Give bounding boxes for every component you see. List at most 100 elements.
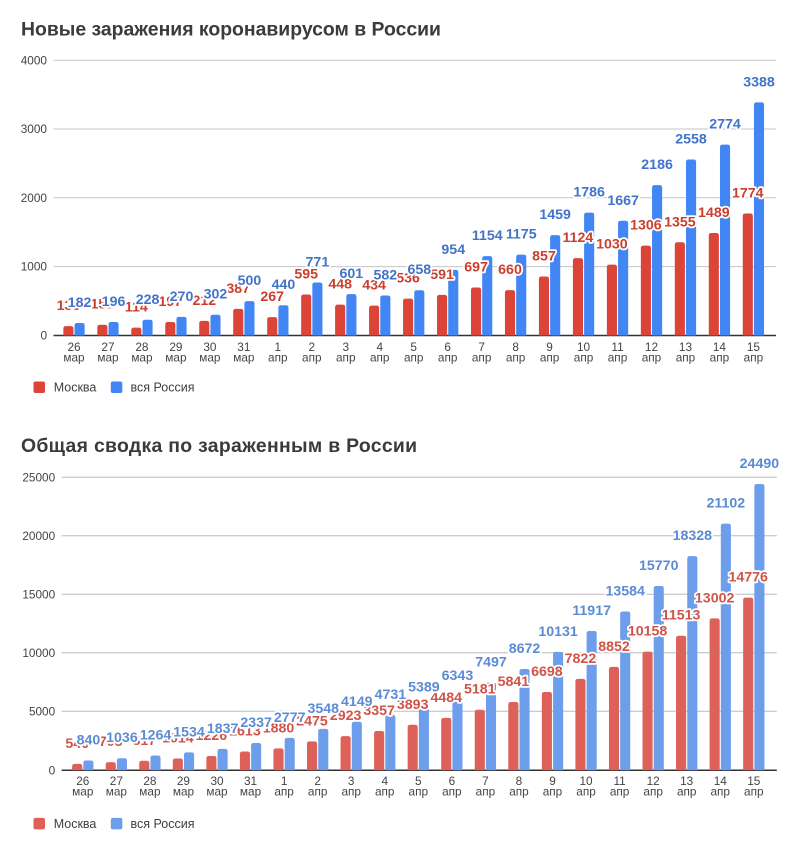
svg-text:7: 7 — [482, 774, 489, 788]
svg-text:954: 954 — [441, 242, 465, 258]
svg-text:857: 857 — [532, 249, 556, 265]
svg-text:Общая сводка по зараженным в Р: Общая сводка по зараженным в России — [21, 435, 417, 457]
svg-text:24490: 24490 — [740, 456, 780, 472]
svg-text:1837: 1837 — [207, 721, 239, 737]
svg-text:апр: апр — [336, 350, 356, 364]
svg-text:582: 582 — [373, 267, 397, 283]
svg-text:мар: мар — [106, 785, 128, 799]
svg-text:14: 14 — [714, 774, 728, 788]
svg-text:15: 15 — [747, 340, 761, 354]
svg-text:270: 270 — [170, 289, 194, 305]
svg-text:2000: 2000 — [21, 191, 48, 205]
svg-text:5389: 5389 — [408, 679, 440, 695]
svg-text:4731: 4731 — [375, 687, 407, 703]
svg-text:8852: 8852 — [598, 639, 630, 655]
svg-text:3357: 3357 — [363, 703, 395, 719]
svg-text:434: 434 — [362, 278, 386, 294]
svg-text:3000: 3000 — [21, 122, 48, 136]
svg-text:595: 595 — [294, 267, 318, 283]
svg-text:11513: 11513 — [662, 608, 701, 624]
svg-text:9: 9 — [549, 774, 556, 788]
svg-text:2558: 2558 — [675, 132, 707, 148]
svg-text:4484: 4484 — [430, 690, 462, 706]
svg-text:4: 4 — [381, 774, 388, 788]
svg-text:мар: мар — [165, 350, 187, 364]
svg-text:18328: 18328 — [673, 528, 713, 544]
svg-text:10158: 10158 — [628, 624, 668, 640]
svg-text:мар: мар — [240, 785, 262, 799]
svg-text:апр: апр — [610, 785, 630, 799]
svg-text:500: 500 — [238, 273, 262, 289]
svg-text:6: 6 — [449, 774, 456, 788]
svg-text:10: 10 — [577, 340, 591, 354]
svg-text:мар: мар — [199, 350, 221, 364]
svg-text:13002: 13002 — [695, 590, 735, 606]
svg-text:мар: мар — [173, 785, 195, 799]
svg-text:апр: апр — [744, 350, 764, 364]
svg-text:апр: апр — [543, 785, 563, 799]
svg-text:7497: 7497 — [475, 655, 507, 671]
svg-text:апр: апр — [506, 350, 526, 364]
svg-text:30: 30 — [210, 774, 224, 788]
svg-text:1036: 1036 — [106, 730, 138, 746]
svg-text:31: 31 — [244, 774, 257, 788]
svg-text:1226: 1226 — [196, 728, 228, 744]
svg-text:29: 29 — [177, 774, 190, 788]
svg-text:апр: апр — [302, 350, 322, 364]
svg-text:1355: 1355 — [664, 214, 696, 230]
svg-text:212: 212 — [192, 293, 216, 309]
svg-text:20000: 20000 — [22, 529, 55, 543]
svg-text:703: 703 — [99, 734, 123, 750]
svg-text:2777: 2777 — [274, 710, 306, 726]
svg-text:1175: 1175 — [506, 227, 537, 243]
svg-text:1306: 1306 — [630, 218, 662, 234]
svg-text:апр: апр — [643, 785, 663, 799]
svg-text:апр: апр — [341, 785, 361, 799]
svg-text:8: 8 — [516, 774, 523, 788]
svg-text:3388: 3388 — [743, 74, 775, 90]
svg-text:8: 8 — [512, 340, 519, 354]
svg-text:2: 2 — [309, 340, 316, 354]
svg-text:26: 26 — [76, 774, 90, 788]
svg-text:28: 28 — [143, 774, 157, 788]
svg-text:Москва: Москва — [54, 817, 97, 831]
svg-text:апр: апр — [540, 350, 560, 364]
svg-text:12: 12 — [645, 340, 658, 354]
svg-text:840: 840 — [77, 732, 101, 748]
svg-text:1613: 1613 — [229, 723, 261, 739]
svg-text:15: 15 — [747, 774, 761, 788]
svg-text:136: 136 — [57, 298, 81, 314]
svg-text:11917: 11917 — [572, 603, 611, 619]
svg-text:4: 4 — [376, 340, 383, 354]
svg-text:апр: апр — [676, 350, 696, 364]
svg-text:6343: 6343 — [442, 668, 474, 684]
svg-text:2475: 2475 — [296, 713, 328, 729]
svg-text:мар: мар — [233, 350, 255, 364]
svg-text:591: 591 — [430, 267, 454, 283]
svg-text:771: 771 — [306, 254, 330, 270]
svg-text:апр: апр — [677, 785, 697, 799]
svg-text:1014: 1014 — [162, 730, 194, 746]
svg-text:228: 228 — [136, 292, 160, 308]
svg-text:1774: 1774 — [732, 185, 764, 201]
svg-text:7: 7 — [478, 340, 485, 354]
svg-text:1786: 1786 — [573, 185, 605, 201]
svg-text:апр: апр — [576, 785, 596, 799]
svg-text:апр: апр — [608, 350, 628, 364]
svg-text:2186: 2186 — [641, 157, 673, 173]
svg-text:387: 387 — [226, 281, 250, 297]
svg-text:мар: мар — [206, 785, 228, 799]
svg-text:апр: апр — [409, 785, 429, 799]
svg-text:1667: 1667 — [607, 193, 639, 209]
svg-text:10000: 10000 — [22, 646, 55, 660]
svg-text:26: 26 — [67, 340, 81, 354]
svg-text:114: 114 — [125, 300, 148, 316]
svg-text:448: 448 — [328, 277, 352, 293]
svg-text:2923: 2923 — [330, 708, 362, 724]
svg-text:11: 11 — [613, 774, 625, 788]
svg-text:мар: мар — [63, 350, 85, 364]
svg-text:6: 6 — [444, 340, 451, 354]
svg-text:6698: 6698 — [531, 664, 563, 680]
svg-text:660: 660 — [498, 262, 522, 278]
svg-text:5841: 5841 — [498, 674, 530, 690]
